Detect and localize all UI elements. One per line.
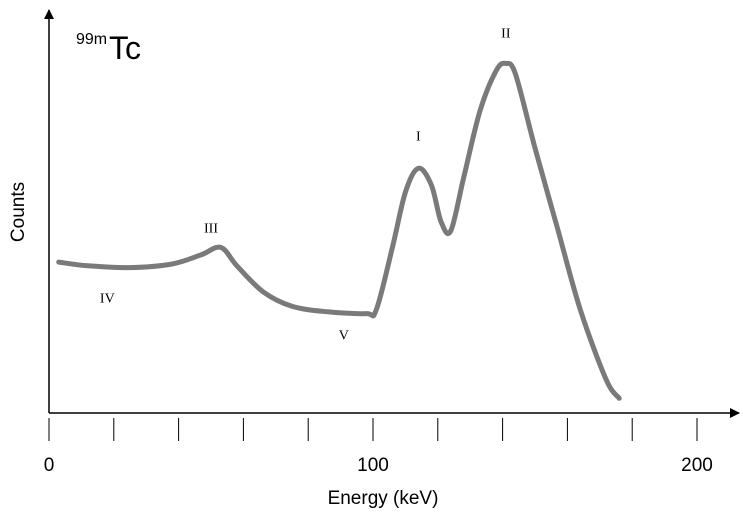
- spectrum-line: [56, 60, 622, 401]
- peak-label: V: [339, 328, 349, 343]
- x-tick-label: 0: [44, 455, 55, 476]
- x-tick-label: 200: [681, 455, 713, 476]
- x-axis-label: Energy (keV): [328, 488, 439, 509]
- peak-label: III: [204, 222, 218, 237]
- peak-label: II: [501, 27, 511, 42]
- x-tick-label: 100: [357, 455, 389, 476]
- x-tick-labels: 0 100 200: [44, 455, 713, 476]
- x-ticks: [48, 418, 698, 441]
- y-axis-label: Counts: [8, 182, 29, 242]
- isotope-symbol: Tc: [109, 30, 141, 66]
- peak-label: I: [416, 130, 421, 145]
- isotope-label: 99m Tc: [76, 30, 141, 66]
- isotope-mass-number: 99m: [76, 31, 107, 48]
- peak-label: IV: [100, 292, 115, 307]
